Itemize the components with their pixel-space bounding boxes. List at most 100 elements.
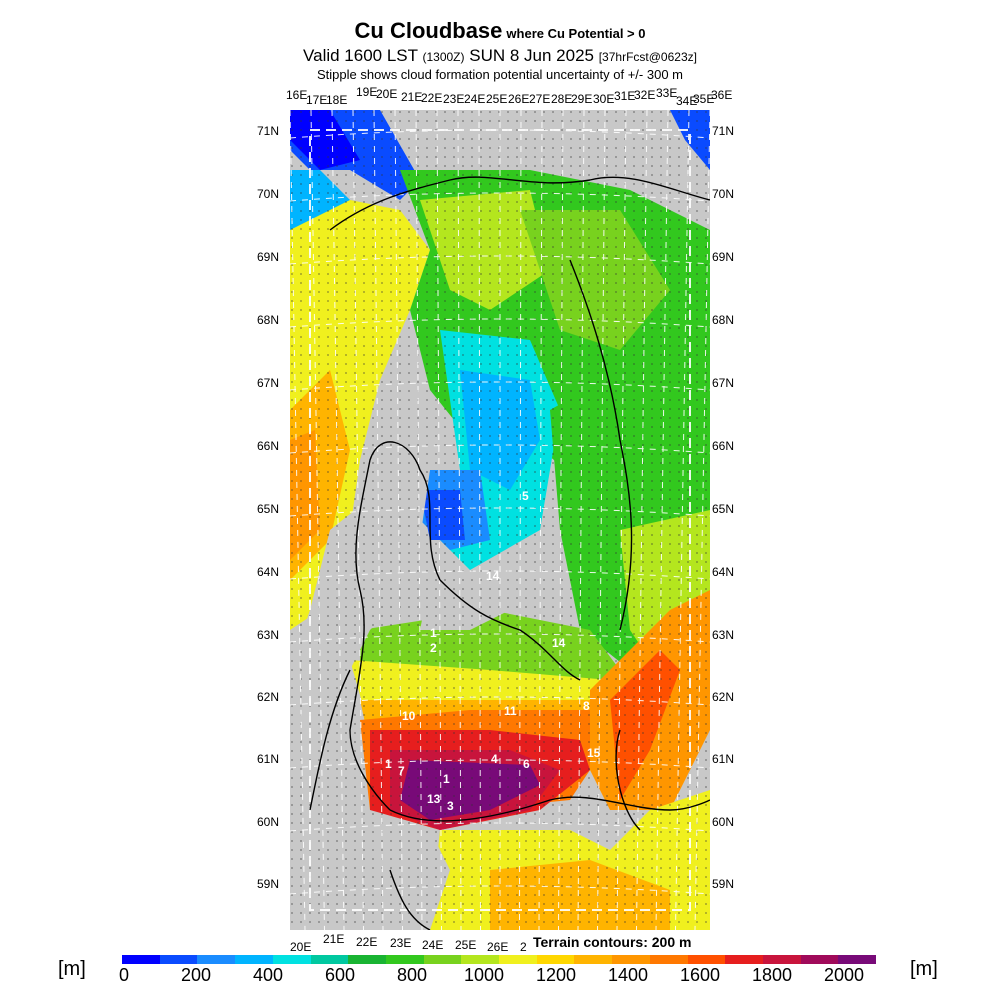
color-bar-tick: 2000	[823, 965, 865, 985]
lat-label-left: 63N	[257, 628, 280, 642]
map-number-label: 4	[491, 752, 498, 766]
color-bar-segment	[499, 955, 537, 964]
lat-label-left: 70N	[257, 187, 280, 201]
coastline	[389, 869, 431, 930]
color-bar-segment	[536, 955, 575, 964]
color-bar-segment	[122, 955, 160, 964]
map-number-label: 15	[587, 746, 601, 760]
longitude-line	[538, 110, 543, 930]
top-lon-label: 23E	[443, 92, 465, 106]
longitude-line	[457, 110, 462, 930]
terrain-contours-note: Terrain contours: 200 m	[533, 934, 692, 950]
bottom-lon-label: 2	[520, 940, 527, 954]
color-bar-tick: 1600	[679, 965, 721, 985]
bottom-lon-label: 22E	[356, 935, 378, 949]
coastline	[439, 579, 581, 681]
lat-label-right: 59N	[712, 877, 735, 891]
title-main: Cu Cloudbase	[354, 18, 503, 43]
color-bar-tick: 1200	[535, 965, 577, 985]
top-lon-label: 24E	[464, 92, 486, 106]
longitude-line	[310, 110, 325, 930]
color-bar-segment	[272, 955, 311, 964]
color-bar-tick: 1000	[463, 965, 505, 985]
map-number-label: 6	[523, 757, 530, 771]
color-bar-segment	[159, 955, 198, 964]
bottom-lon-label: 21E	[323, 932, 345, 946]
coastline	[349, 441, 441, 811]
stipple-note: Stipple shows cloud formation potential …	[316, 67, 683, 82]
domain-border	[309, 129, 691, 911]
latitude-line	[290, 570, 710, 580]
longitude-line	[616, 110, 627, 930]
latitude-line	[290, 507, 710, 517]
latitude-line	[290, 255, 710, 265]
color-bar-segment	[725, 955, 763, 964]
lat-label-left: 71N	[257, 124, 280, 138]
latitude-line	[290, 444, 710, 454]
lat-label-right: 67N	[712, 376, 735, 390]
color-bar-segment	[197, 955, 236, 964]
color-bar-segment	[348, 955, 386, 964]
coastline	[569, 259, 633, 631]
coastline	[389, 796, 710, 822]
color-bar-segment	[385, 955, 424, 964]
longitude-line	[558, 110, 564, 930]
color-bar-segment	[838, 955, 877, 964]
longitude-line	[436, 110, 442, 930]
top-lon-label: 36E	[711, 88, 733, 102]
map-number-label: 3	[447, 799, 454, 813]
top-lon-label: 21E	[401, 90, 423, 104]
longitude-line	[415, 110, 423, 930]
lat-label-right: 65N	[712, 502, 735, 516]
coastline	[615, 729, 641, 831]
color-bar	[122, 955, 877, 964]
coastline	[329, 176, 710, 231]
valid-prefix: Valid 1600 LST	[303, 46, 418, 65]
lat-label-left: 64N	[257, 565, 280, 579]
unit-right: [m]	[910, 958, 938, 980]
latitude-line	[290, 885, 710, 895]
map-number-label: 1	[430, 626, 437, 640]
color-bar-tick: 800	[396, 965, 428, 985]
bottom-lon-label: 20E	[290, 940, 312, 954]
top-lon-label: 25E	[486, 92, 508, 106]
lat-label-right: 66N	[712, 439, 735, 453]
latitude-line	[290, 129, 710, 139]
lat-label-left: 60N	[257, 815, 280, 829]
color-bar-segment	[310, 955, 349, 964]
lat-label-left: 67N	[257, 376, 280, 390]
unit-left: [m]	[58, 958, 86, 980]
forecast-info: [37hrFcst@0623z]	[598, 50, 697, 64]
lat-label-right: 64N	[712, 565, 735, 579]
longitude-line	[694, 110, 710, 930]
top-lon-label: 34E	[676, 94, 698, 108]
color-bar-segment	[762, 955, 801, 964]
lat-label-right: 69N	[712, 250, 735, 264]
valid-date: SUN 8 Jun 2025	[469, 46, 594, 65]
longitude-line	[331, 110, 345, 930]
map-number-label: 8	[583, 699, 590, 713]
color-bar-tick: 200	[180, 965, 212, 985]
lat-label-right: 68N	[712, 313, 735, 327]
chart-title: Cu Cloudbase where Cu Potential > 0	[0, 18, 1000, 44]
top-lon-label: 18E	[326, 93, 348, 107]
valid-time: Valid 1600 LST (1300Z) SUN 8 Jun 2025 [3…	[0, 46, 1000, 66]
bottom-lon-label: 25E	[455, 938, 477, 952]
lat-label-right: 71N	[712, 124, 735, 138]
color-bar-tick: 400	[252, 965, 284, 985]
lat-label-left: 66N	[257, 439, 280, 453]
coastline	[309, 669, 351, 811]
color-bar-segment	[235, 955, 273, 964]
valid-utc: (1300Z)	[422, 50, 465, 64]
color-bar-tick: 0	[118, 965, 130, 985]
top-lon-label: 26E	[508, 92, 530, 106]
lat-label-right: 60N	[712, 815, 735, 829]
longitude-line	[290, 110, 306, 930]
longitude-line	[519, 110, 522, 930]
top-lon-label: 22E	[421, 91, 443, 105]
top-lon-label: 32E	[634, 88, 656, 102]
title-note: where Cu Potential > 0	[506, 26, 646, 41]
longitude-line	[373, 110, 384, 930]
top-lon-label: 29E	[571, 92, 593, 106]
